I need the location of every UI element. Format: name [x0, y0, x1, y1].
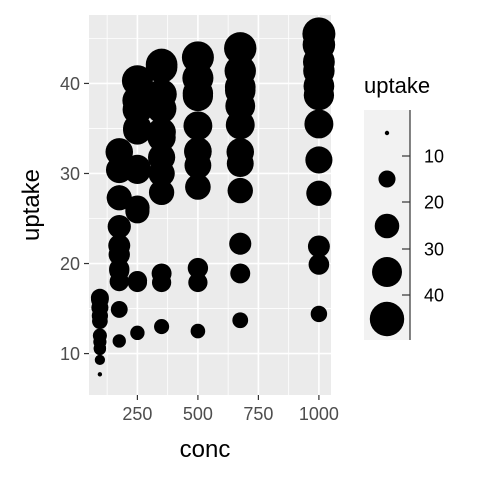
data-point	[112, 334, 126, 348]
y-tick-label: 30	[60, 164, 80, 184]
data-point	[106, 185, 132, 211]
data-point	[127, 272, 148, 293]
data-point	[232, 312, 249, 329]
legend-title: uptake	[364, 73, 430, 98]
data-point	[124, 154, 151, 182]
data-point	[109, 271, 129, 292]
legend-label: 30	[424, 240, 444, 260]
data-point	[184, 138, 212, 166]
data-point	[125, 199, 150, 224]
data-point	[91, 299, 109, 317]
data-point	[151, 272, 172, 293]
y-axis-title: uptake	[18, 169, 45, 241]
data-point	[93, 342, 107, 355]
x-axis-title: conc	[180, 436, 231, 463]
data-point	[122, 85, 153, 116]
data-point	[310, 305, 328, 323]
data-point	[183, 111, 213, 141]
data-point	[181, 41, 214, 74]
legend-keys: 10 20 30 40	[369, 110, 444, 340]
data-point	[308, 254, 330, 275]
legend-key	[378, 170, 396, 188]
y-tick-label: 10	[60, 344, 80, 364]
x-axis: 250 500 750 1000	[122, 395, 339, 424]
data-point	[226, 150, 254, 178]
x-tick-label: 500	[183, 404, 213, 424]
data-point	[304, 109, 334, 139]
y-tick-label: 20	[60, 254, 80, 274]
legend: uptake 10 20 30 40	[364, 73, 444, 340]
legend-key	[374, 213, 400, 239]
data-point	[105, 138, 134, 166]
data-point	[146, 79, 177, 110]
legend-key	[369, 301, 405, 337]
legend-label: 10	[424, 147, 444, 167]
data-point	[224, 32, 257, 65]
data-point	[227, 177, 253, 204]
legend-label: 20	[424, 193, 444, 213]
data-point	[188, 272, 208, 293]
data-point	[147, 143, 176, 171]
data-point	[145, 48, 178, 81]
data-point	[154, 319, 170, 335]
data-point	[224, 71, 256, 103]
data-point	[148, 179, 175, 206]
data-point	[147, 123, 176, 152]
data-point	[230, 263, 251, 284]
data-point	[130, 325, 145, 341]
data-point	[94, 354, 106, 366]
legend-key	[372, 257, 402, 287]
y-tick-label: 40	[60, 74, 80, 94]
legend-label: 40	[424, 286, 444, 306]
data-point	[302, 17, 336, 51]
data-point	[303, 79, 335, 111]
data-point	[187, 257, 209, 279]
data-point	[185, 174, 211, 200]
data-point	[303, 55, 335, 87]
points	[90, 17, 336, 377]
y-axis: 10 20 30 40	[60, 74, 89, 364]
data-point	[307, 235, 330, 258]
data-point	[306, 180, 332, 206]
data-point	[97, 372, 103, 377]
data-point	[110, 301, 128, 318]
data-point	[229, 232, 252, 255]
x-tick-label: 250	[122, 404, 152, 424]
data-point	[123, 114, 152, 143]
data-point	[108, 234, 131, 257]
legend-key	[384, 130, 390, 136]
x-tick-label: 1000	[299, 404, 339, 424]
data-point	[190, 323, 206, 339]
data-point	[305, 146, 333, 174]
data-point	[107, 214, 131, 239]
x-tick-label: 750	[243, 404, 273, 424]
data-point	[182, 78, 214, 109]
